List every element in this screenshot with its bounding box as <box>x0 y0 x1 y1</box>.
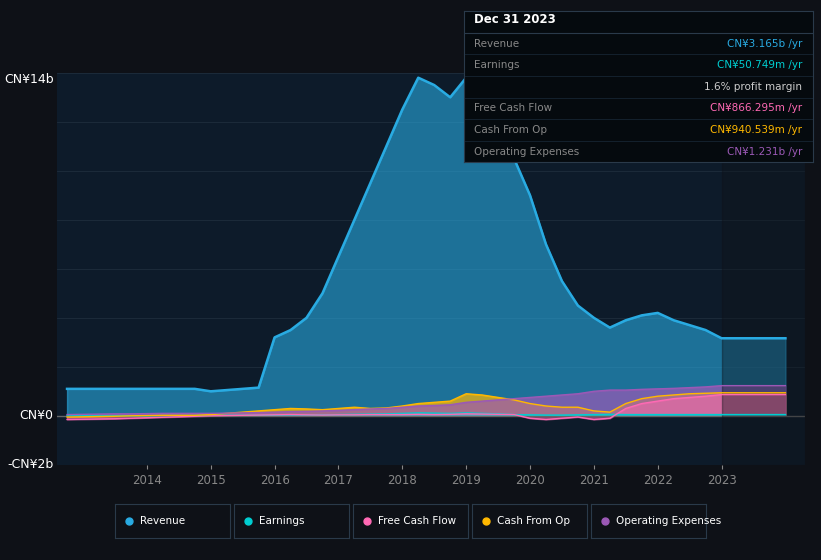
Text: Revenue: Revenue <box>140 516 186 526</box>
Bar <box>722 73 805 465</box>
Text: Revenue: Revenue <box>475 39 520 49</box>
Text: 1.6% profit margin: 1.6% profit margin <box>704 82 802 92</box>
Text: Cash From Op: Cash From Op <box>498 516 571 526</box>
Text: CN¥14b: CN¥14b <box>4 73 53 86</box>
Text: Operating Expenses: Operating Expenses <box>475 147 580 157</box>
Text: Free Cash Flow: Free Cash Flow <box>378 516 456 526</box>
Text: Earnings: Earnings <box>475 60 520 70</box>
Text: CN¥1.231b /yr: CN¥1.231b /yr <box>727 147 802 157</box>
Text: Dec 31 2023: Dec 31 2023 <box>475 13 556 26</box>
Text: CN¥3.165b /yr: CN¥3.165b /yr <box>727 39 802 49</box>
Text: CN¥50.749m /yr: CN¥50.749m /yr <box>717 60 802 70</box>
Text: CN¥866.295m /yr: CN¥866.295m /yr <box>710 104 802 114</box>
Text: CN¥940.539m /yr: CN¥940.539m /yr <box>710 125 802 135</box>
Text: Free Cash Flow: Free Cash Flow <box>475 104 553 114</box>
Text: Operating Expenses: Operating Expenses <box>617 516 722 526</box>
Text: -CN¥2b: -CN¥2b <box>7 458 53 472</box>
Text: Cash From Op: Cash From Op <box>475 125 548 135</box>
Text: Earnings: Earnings <box>259 516 305 526</box>
Text: CN¥0: CN¥0 <box>20 409 53 422</box>
